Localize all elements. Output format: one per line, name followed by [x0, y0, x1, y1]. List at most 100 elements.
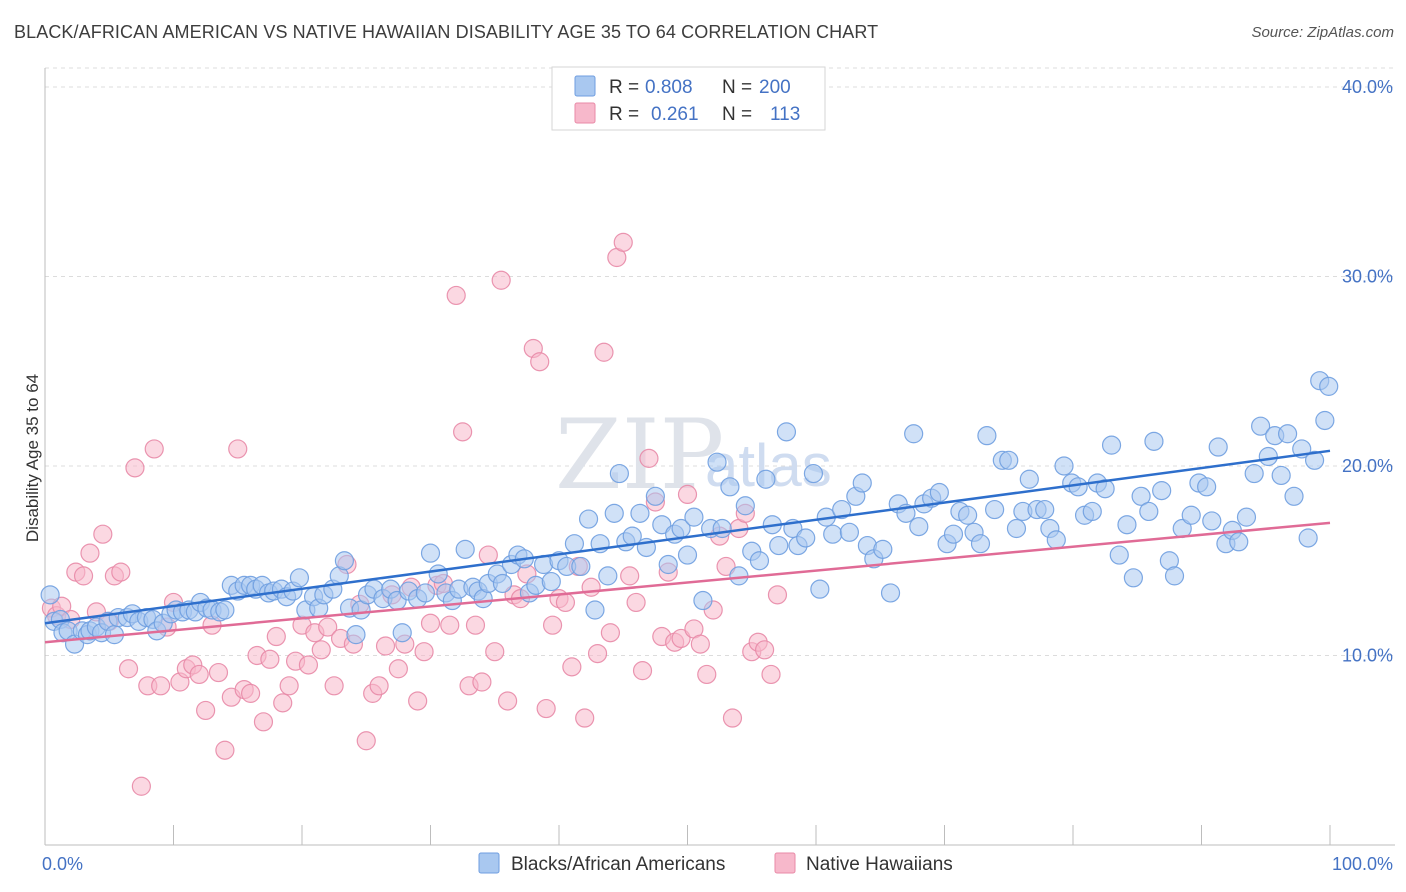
native-hawaiian-point [530, 352, 550, 372]
native-hawaiian-point [420, 613, 441, 633]
legend-r-value-2: 0.261 [651, 104, 699, 125]
black-african-american-point [720, 477, 740, 497]
black-african-american-point [289, 568, 310, 588]
native-hawaiian-point [208, 662, 229, 683]
black-african-american-point [909, 517, 929, 537]
native-hawaiian-point [575, 708, 595, 728]
black-african-american-point [999, 450, 1019, 470]
legend-bottom-label-pink: Native Hawaiians [806, 854, 953, 875]
chart-title: BLACK/AFRICAN AMERICAN VS NATIVE HAWAIIA… [14, 22, 879, 42]
native-hawaiian-point [472, 672, 492, 692]
black-african-american-point [756, 469, 776, 489]
native-hawaiian-point [118, 659, 139, 679]
black-african-american-point [598, 566, 618, 586]
black-african-american-point [1123, 568, 1143, 588]
black-african-american-point [420, 543, 441, 563]
black-african-american-point [985, 499, 1005, 520]
black-african-american-point [810, 579, 830, 599]
legend-swatch-pink [574, 102, 596, 124]
native-hawaiian-point [581, 577, 601, 597]
native-hawaiian-point [356, 731, 376, 751]
black-african-american-point [1208, 437, 1228, 457]
black-african-american-point [1271, 465, 1291, 486]
native-hawaiian-point [690, 634, 710, 654]
native-hawaiian-point [626, 592, 646, 613]
native-hawaiian-point [446, 285, 466, 306]
black-african-american-point [1202, 511, 1222, 531]
black-african-american-point [684, 507, 704, 527]
black-african-american-point [645, 486, 665, 506]
trend-lines [44, 449, 1331, 644]
black-african-american-point [652, 515, 672, 535]
black-african-american-point [1144, 431, 1164, 451]
native-hawaiian-point [491, 270, 511, 290]
native-hawaiian-point [408, 691, 428, 711]
black-african-american-point [1101, 435, 1122, 455]
watermark-zip: ZIP [555, 399, 724, 511]
legend-bottom: Blacks/African Americans Native Hawaiian… [478, 852, 953, 875]
tick-labels: 10.0% 20.0% 30.0% 40.0% 0.0% 100.0% [42, 77, 1393, 874]
black-african-american-point [428, 564, 448, 584]
black-african-american-point [839, 522, 860, 542]
black-african-american-point [1054, 456, 1074, 476]
black-african-american-point [346, 625, 366, 645]
black-african-american-point [630, 503, 650, 523]
black-african-american-point [1095, 479, 1115, 499]
native-hawaiian-point [542, 615, 563, 635]
legend-bottom-swatch-blue [478, 852, 500, 874]
black-african-american-point [1152, 481, 1172, 501]
black-african-american-point [735, 496, 755, 516]
native-hawaiian-point [241, 683, 261, 703]
black-african-american-point [455, 539, 475, 559]
black-african-american-point [609, 463, 629, 484]
native-hawaiian-point [722, 708, 743, 728]
native-hawaiian-point [388, 659, 408, 679]
black-african-american-point [492, 573, 513, 594]
native-hawaiian-point [151, 676, 171, 696]
black-african-american-point [1046, 530, 1066, 550]
legend-r-value-1: 0.808 [645, 77, 693, 98]
black-african-american-point [1019, 469, 1039, 489]
black-african-american-point [677, 545, 698, 565]
black-african-american-point [1164, 566, 1185, 586]
native-hawaiian-point [266, 626, 286, 647]
x-tick-label-max: 100.0% [1332, 854, 1393, 874]
black-african-american-point [796, 528, 816, 548]
y-tick-label: 10.0% [1342, 645, 1393, 665]
black-african-american-point [564, 534, 585, 554]
source-label: Source: ZipAtlas.com [1251, 24, 1394, 41]
native-hawaiian-point [671, 628, 691, 649]
native-hawaiian-point [93, 524, 113, 544]
native-hawaiian-point [639, 448, 659, 468]
native-hawaiian-point [754, 640, 775, 660]
native-hawaiian-point [677, 484, 698, 505]
native-hawaiian-point [324, 676, 344, 696]
native-hawaiian-point [536, 698, 556, 719]
native-hawaiian-point [465, 615, 486, 635]
black-african-american-point [693, 590, 713, 611]
native-hawaiian-point [485, 642, 505, 662]
native-hawaiian-point [279, 676, 299, 696]
black-african-american-point [585, 600, 605, 620]
native-hawaiian-point [375, 636, 396, 656]
legend-n-label-1: N = [722, 77, 752, 98]
native-hawaiian-point [189, 664, 209, 685]
black-african-american-point [215, 600, 235, 620]
legend-bottom-label-blue: Blacks/African Americans [511, 854, 725, 875]
black-african-american-point [1277, 424, 1298, 444]
native-hawaiian-point [767, 585, 788, 605]
native-hawaiian-point [318, 617, 338, 637]
native-hawaiian-points [41, 232, 788, 796]
black-african-american-point [1139, 501, 1159, 522]
legend-n-value-1: 200 [759, 77, 791, 98]
black-african-american-point [943, 524, 964, 544]
black-african-american-point [415, 583, 435, 603]
black-african-american-point [578, 509, 599, 529]
native-hawaiian-point [761, 664, 781, 685]
native-hawaiian-point [196, 700, 216, 721]
black-african-american-point [1181, 505, 1201, 525]
black-african-american-point [769, 535, 789, 556]
black-african-american-point [334, 551, 355, 571]
y-tick-label: 30.0% [1342, 266, 1393, 286]
